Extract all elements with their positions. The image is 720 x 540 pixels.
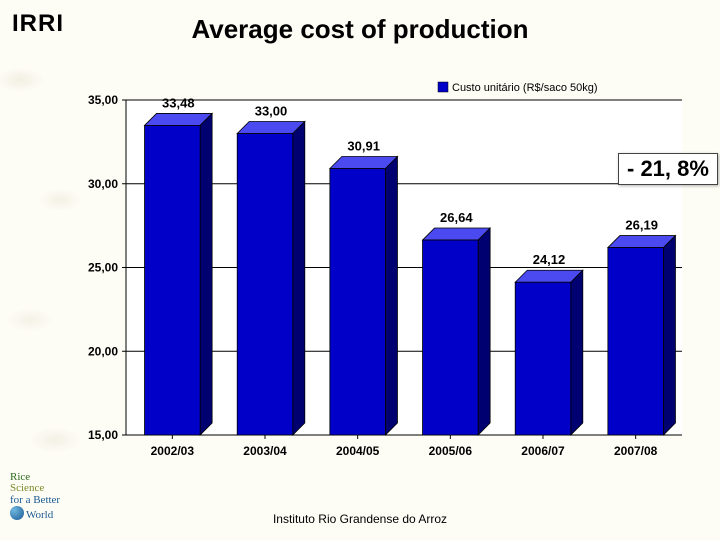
svg-text:26,19: 26,19 [625, 218, 658, 233]
svg-text:2003/04: 2003/04 [243, 444, 287, 458]
svg-text:24,12: 24,12 [533, 252, 566, 267]
svg-text:33,48: 33,48 [162, 95, 195, 110]
svg-text:2005/06: 2005/06 [429, 444, 473, 458]
tagline-word: for a [10, 494, 30, 506]
tagline-word: Better [33, 494, 60, 506]
slide: { "logo_text": "IRRI", "title": "Average… [0, 0, 720, 540]
svg-text:30,91: 30,91 [347, 139, 380, 154]
svg-text:Custo unitário (R$/saco 50kg): Custo unitário (R$/saco 50kg) [452, 82, 598, 94]
svg-text:26,64: 26,64 [440, 210, 473, 225]
svg-text:35,00: 35,00 [88, 93, 118, 107]
footer-source: Instituto Rio Grandense do Arroz [0, 512, 720, 526]
svg-text:30,00: 30,00 [88, 177, 118, 191]
tagline-line: for a Better [10, 495, 60, 507]
svg-text:2006/07: 2006/07 [521, 444, 565, 458]
svg-text:20,00: 20,00 [88, 344, 118, 358]
callout-text: - 21, 8% [627, 156, 709, 181]
svg-text:33,00: 33,00 [255, 104, 288, 119]
page-title: Average cost of production [0, 14, 720, 45]
svg-text:2004/05: 2004/05 [336, 444, 380, 458]
svg-text:2007/08: 2007/08 [614, 444, 658, 458]
svg-text:25,00: 25,00 [88, 261, 118, 275]
svg-text:2002/03: 2002/03 [151, 444, 195, 458]
svg-text:15,00: 15,00 [88, 428, 118, 442]
percent-change-callout: - 21, 8% [618, 153, 718, 185]
cost-chart: 15,00 20,00 25,00 30,00 35,00 33,48 2002/03 33,… [70, 80, 700, 486]
